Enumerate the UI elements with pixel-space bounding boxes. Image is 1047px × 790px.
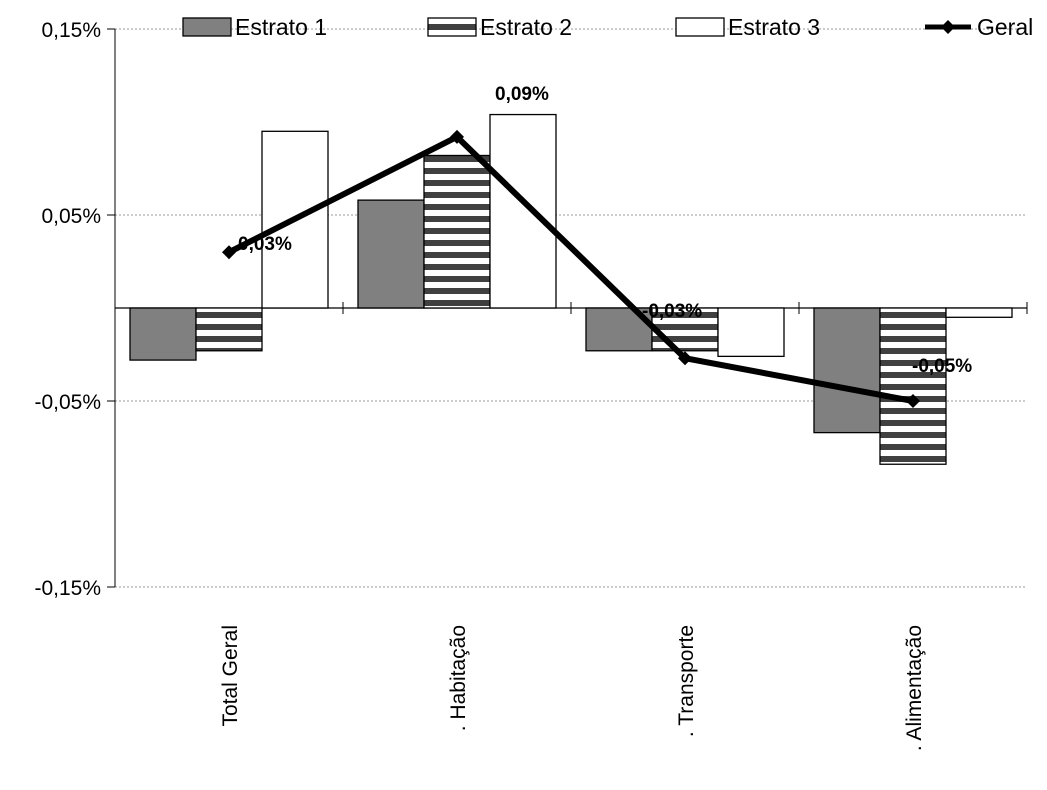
data-label: 0,03% xyxy=(238,234,292,255)
bar-estrato-3 xyxy=(946,308,1012,317)
legend-label: Estrato 3 xyxy=(728,14,820,40)
legend-swatch xyxy=(676,18,724,36)
bar-estrato-1 xyxy=(130,308,196,360)
data-label: -0,05% xyxy=(912,356,972,377)
legend-label: Estrato 2 xyxy=(480,14,572,40)
y-tick-label: 0,05% xyxy=(41,205,101,228)
bar-estrato-2 xyxy=(880,308,946,464)
y-tick-label: 0,15% xyxy=(41,19,101,42)
data-label: 0,09% xyxy=(495,84,549,105)
category-labels: Total Geral . Habitação . Transporte . Alim… xyxy=(219,625,926,751)
legend: Estrato 1 Estrato 2 Estrato 3 Geral xyxy=(183,14,1033,40)
category-label: . Habitação xyxy=(447,625,470,731)
y-tick-label: -0,15% xyxy=(34,577,101,600)
y-tick-label: -0,05% xyxy=(34,391,101,414)
line-geral xyxy=(229,137,913,401)
legend-label: Geral xyxy=(977,14,1033,40)
legend-swatch xyxy=(428,18,476,36)
bar-estrato-3 xyxy=(718,308,784,356)
category-label: . Alimentação xyxy=(903,625,926,751)
data-label: -0,03% xyxy=(642,301,702,322)
category-label: . Transporte xyxy=(675,625,698,737)
legend-marker xyxy=(941,20,955,34)
bar-estrato-3 xyxy=(490,115,556,308)
bar-estrato-2 xyxy=(424,155,490,308)
category-label: Total Geral xyxy=(219,625,242,727)
legend-label: Estrato 1 xyxy=(235,14,327,40)
bars xyxy=(130,115,1012,465)
bar-estrato-1 xyxy=(814,308,880,433)
legend-swatch xyxy=(183,18,231,36)
bar-estrato-2 xyxy=(196,308,262,351)
bar-estrato-1 xyxy=(358,200,424,308)
